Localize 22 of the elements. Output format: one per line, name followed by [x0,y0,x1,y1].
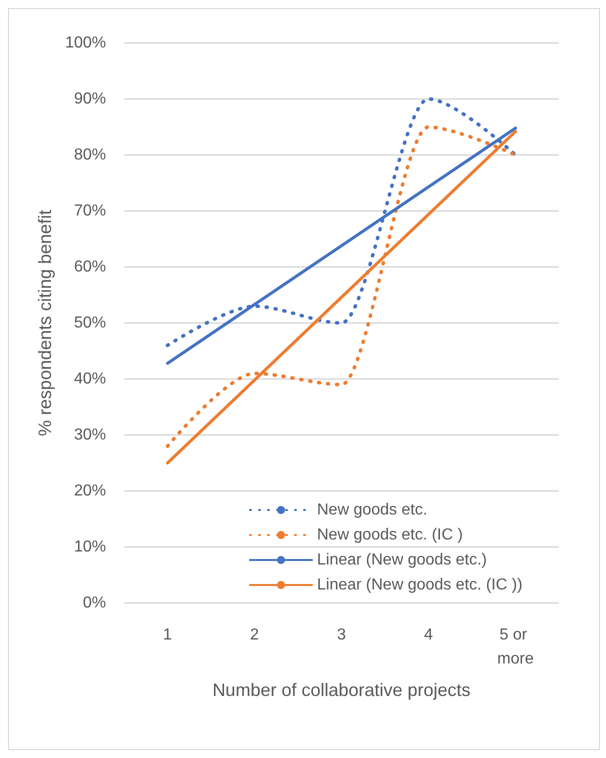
y-axis-title: % respondents citing benefit [35,210,56,436]
y-tick-label: 0% [82,594,106,612]
x-tick-label: 3 [337,626,346,644]
y-tick-label: 50% [74,314,106,332]
y-tick-label: 10% [74,538,106,556]
x-tick-label: 2 [250,626,260,644]
legend-label: New goods etc. [317,502,428,518]
y-tick-label: 70% [74,202,106,220]
x-tick-label: 5 or more [497,626,534,668]
y-tick-label: 60% [74,258,106,276]
y-tick-label: 80% [74,146,106,164]
y-tick-label: 100% [65,34,106,52]
legend-label: Linear (New goods etc.) [317,552,487,568]
legend-label: New goods etc. (IC ) [317,526,463,544]
y-tick-label: 90% [74,90,106,108]
x-tick-label: 1 [163,626,172,644]
y-tick-label: 30% [74,426,106,444]
x-tick-label: 4 [424,626,434,644]
y-tick-label: 40% [74,370,106,388]
y-tick-label: 20% [74,482,106,500]
legend-label: Linear (New goods etc. (IC )) [317,576,522,594]
x-axis-title: Number of collaborative projects [212,680,471,700]
